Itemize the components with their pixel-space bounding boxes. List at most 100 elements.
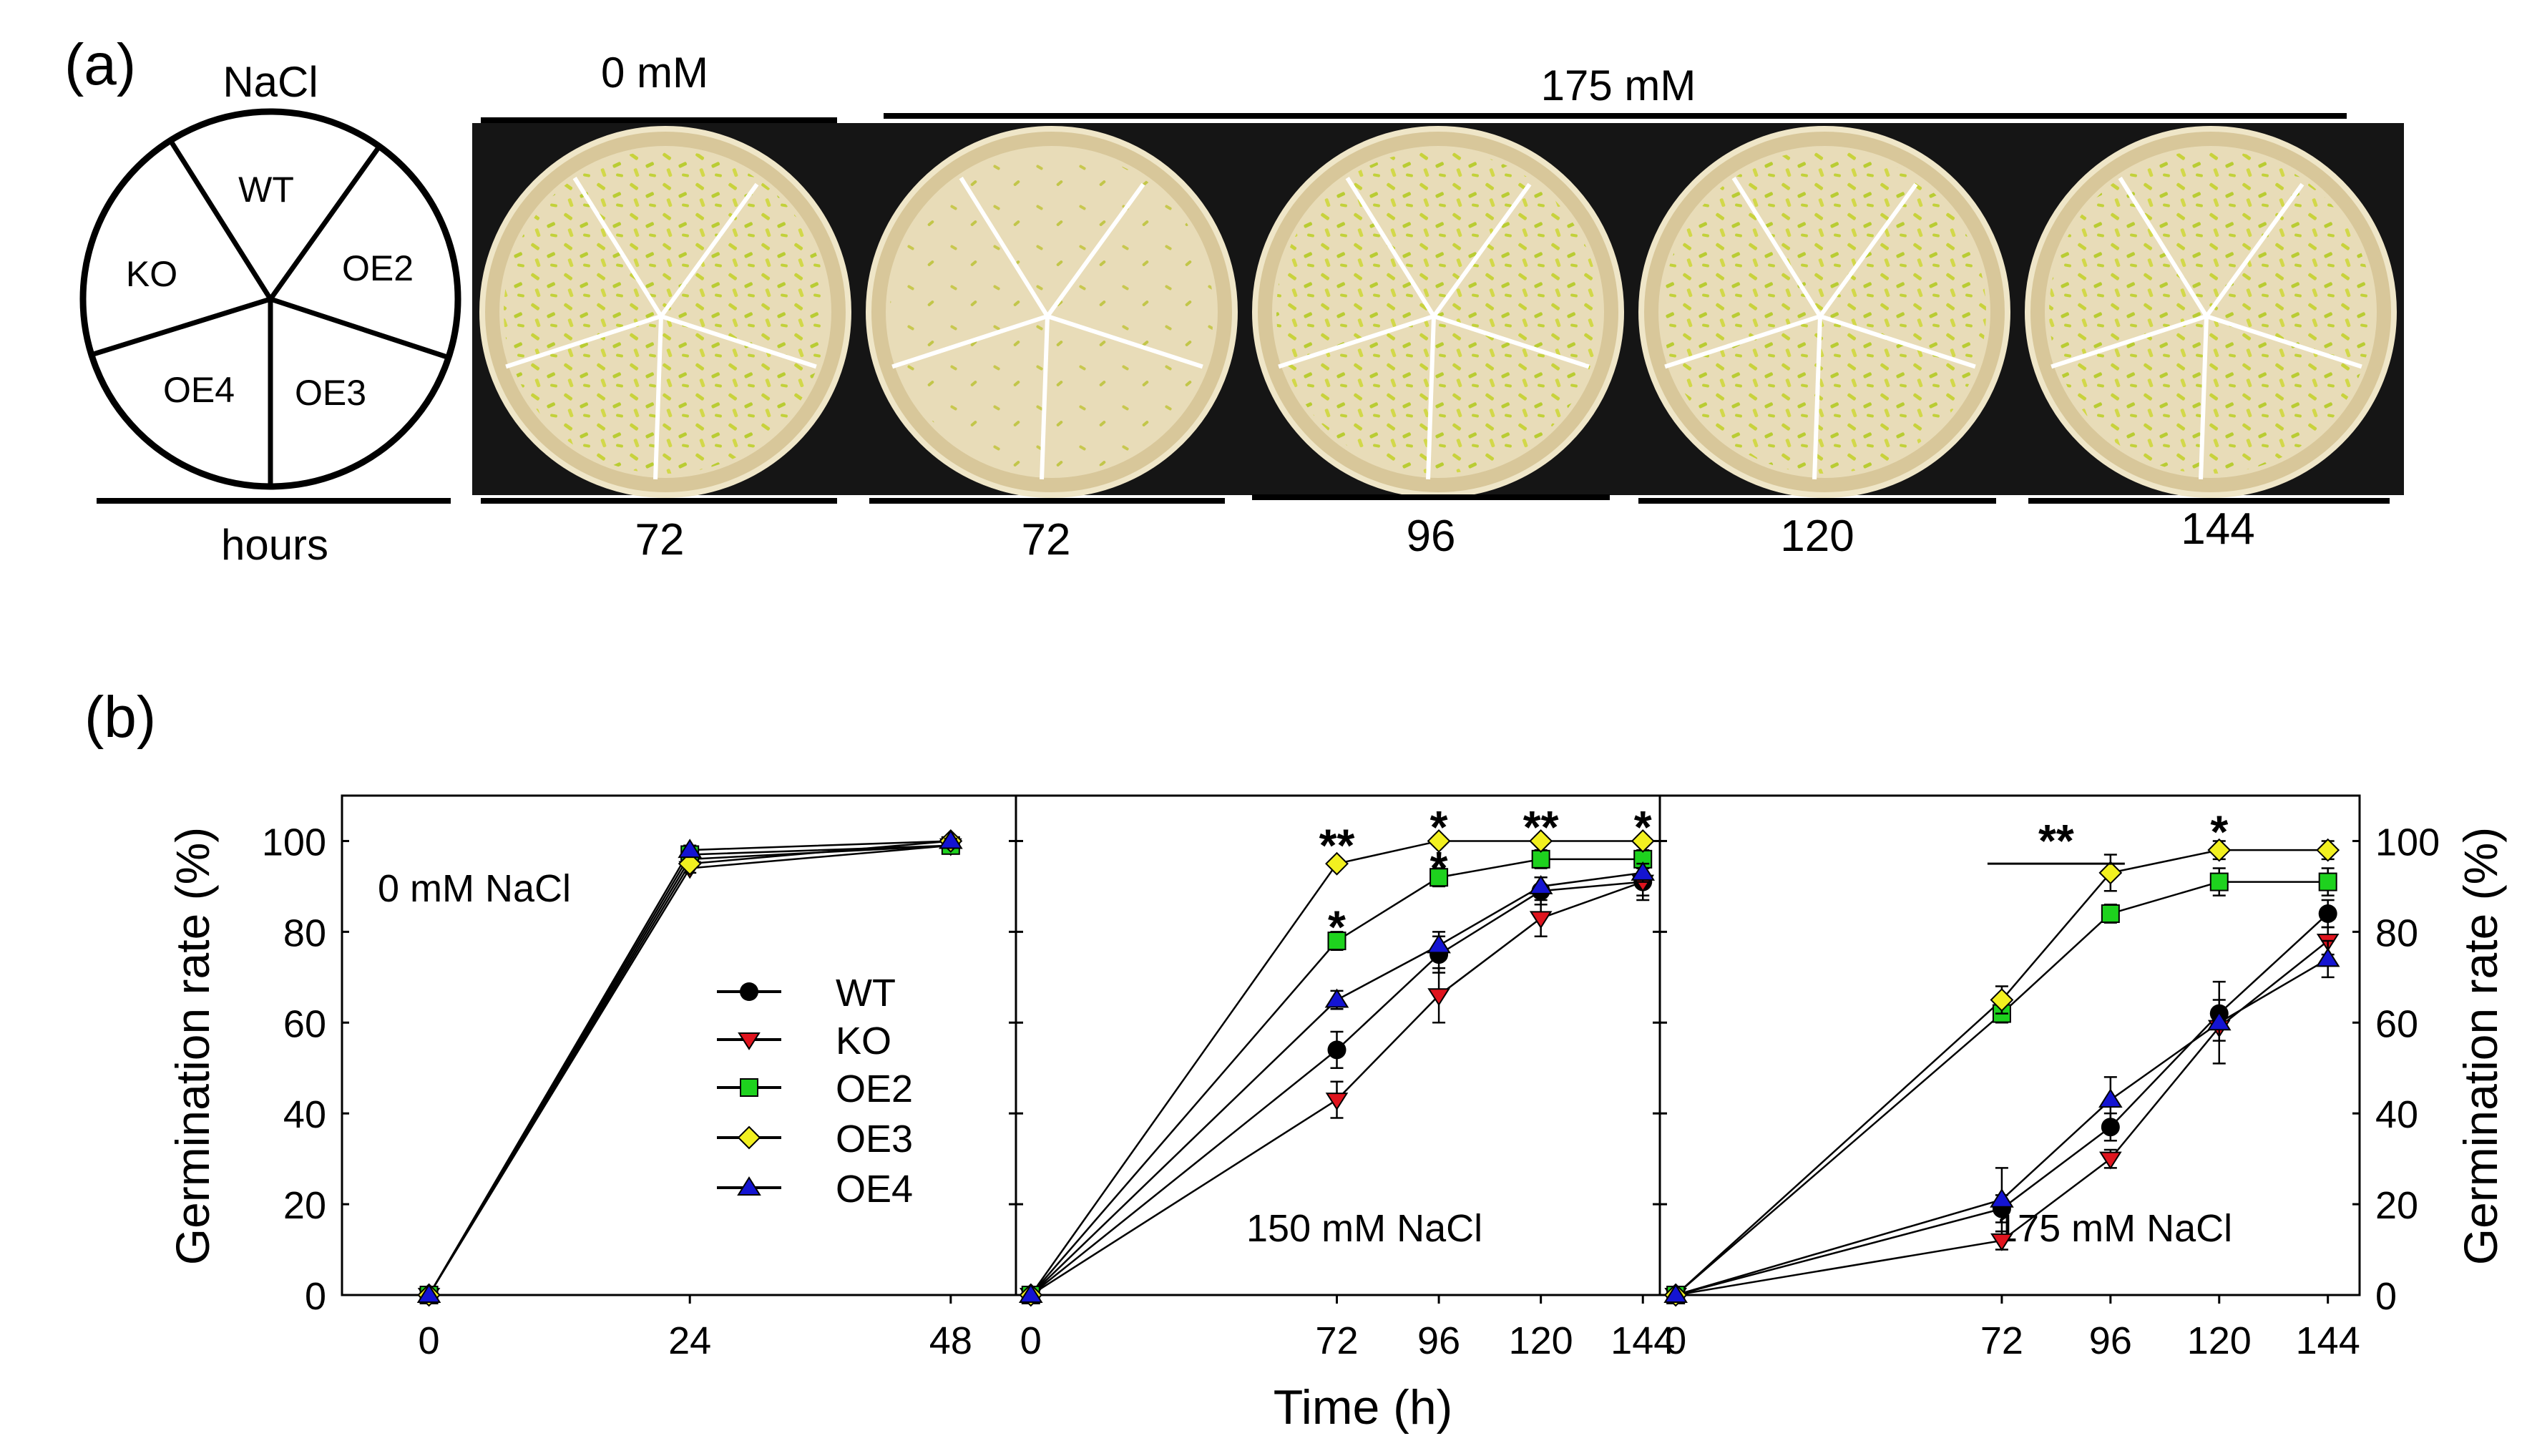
plate-photos [472, 123, 2404, 498]
marker-oe2 [1531, 849, 1550, 869]
plate-sector-line [660, 314, 817, 369]
y-tick-label: 20 [283, 1184, 326, 1227]
significance-mark: * [2210, 806, 2228, 857]
wheel-label-ko: KO [126, 254, 177, 294]
marker-oe3 [2098, 861, 2123, 885]
marker-oe2 [1429, 868, 1449, 887]
hour-label: 72 [1022, 515, 1071, 565]
x-tick-label: 120 [2187, 1319, 2252, 1362]
plate-legend-wheel: WT OE2 OE3 OE4 KO [79, 108, 461, 490]
wheel-label-oe2: OE2 [342, 248, 414, 288]
legend-label-wt: WT [836, 972, 896, 1015]
legend-marker-wt [740, 982, 758, 1001]
marker-oe4 [1018, 1284, 1043, 1303]
hour-labels: 72 72 96 120 144 [481, 494, 2390, 565]
x-tick-label: 72 [1980, 1319, 2023, 1362]
chart-legend: WT KO OE2 OE3 OE4 [717, 972, 913, 1211]
marker-oe2 [2209, 872, 2229, 891]
marker-oe3 [2316, 838, 2340, 862]
plate-sector-line [1819, 314, 1976, 369]
marker-oe3 [1990, 988, 2014, 1012]
x-tick-label: 0 [1665, 1319, 1686, 1362]
hour-label: 120 [1780, 512, 1854, 561]
marker-oe4 [939, 829, 963, 849]
marker-oe2 [1327, 932, 1346, 951]
group-label-175mm: 175 mM [1541, 62, 1696, 109]
marker-oe4 [1663, 1284, 1688, 1303]
wheel-label-wt: WT [238, 170, 294, 210]
y-tick-label: 80 [2375, 912, 2418, 954]
plate-sector-line [1040, 316, 1050, 479]
plate-photo [1245, 123, 1631, 498]
chart-title: 150 mM NaCl [1246, 1207, 1482, 1250]
marker-oe3 [1529, 829, 1553, 853]
wheel-divider [87, 296, 272, 358]
legend-label-oe4: OE4 [836, 1168, 913, 1211]
plate-sector-line [1432, 182, 1532, 318]
plate-sector-line [2118, 177, 2209, 318]
marker-oe3 [2207, 838, 2232, 862]
y-tick-label: 100 [262, 821, 326, 864]
x-tick-label: 96 [1417, 1319, 1460, 1362]
plot-frame [1658, 794, 2361, 1296]
plate-sector-line [505, 314, 662, 369]
marker-wt [2318, 904, 2337, 923]
plate-sector-line [1426, 316, 1436, 479]
y-tick-label: 60 [2375, 1002, 2418, 1045]
plate-sector-line [1731, 177, 1822, 318]
chart-panel-0: 0 20 40 60 80 100 0 24 48 0 mM NaCl [262, 794, 1017, 1362]
chart-title: 0 mM NaCl [378, 867, 571, 910]
plate-sector-line [1047, 314, 1203, 369]
significance-mark: ** [2038, 815, 2074, 866]
plate-sector-line [653, 316, 663, 479]
chart-title: 175 mM NaCl [1996, 1207, 2232, 1250]
plate-sector-line [1045, 182, 1145, 318]
marker-oe2 [2318, 872, 2337, 891]
plate-sector-line [2206, 314, 2362, 369]
plate-sector-line [1818, 182, 1918, 318]
hour-label: 72 [635, 515, 685, 565]
significance-mark: * [1634, 801, 1652, 853]
marker-oe4 [1631, 861, 1656, 881]
plate-photo [859, 123, 1245, 498]
significance-mark: * [1430, 801, 1448, 853]
marker-oe4 [2206, 1011, 2232, 1031]
marker-ko [2099, 1151, 2122, 1170]
plate-sector-line [1664, 314, 1821, 369]
marker-oe2 [2101, 904, 2120, 923]
plate-sector-line [959, 177, 1050, 318]
plate-sector-line [2199, 316, 2209, 479]
y-tick-label: 80 [283, 912, 326, 954]
legend-marker-oe3 [737, 1125, 761, 1150]
x-tick-label: 144 [1610, 1319, 1675, 1362]
hours-label: hours [221, 521, 328, 569]
y-tick-label: 40 [2375, 1093, 2418, 1136]
marker-ko [1325, 1093, 1349, 1111]
panel-b: (b) Germination rate (%) Germination rat… [84, 685, 2507, 1435]
marker-oe3 [1325, 851, 1349, 876]
x-tick-label: 72 [1315, 1319, 1358, 1362]
x-axis-label: Time (h) [1274, 1380, 1453, 1435]
plate-photo [2018, 123, 2404, 498]
charts: 0 20 40 60 80 100 0 24 48 0 mM NaCl 0 72 96 120 144 150… [262, 794, 2440, 1362]
significance-mark: * [1430, 842, 1448, 894]
x-tick-label: 144 [2296, 1319, 2360, 1362]
panel-a: (a) NaCl WT OE2 OE3 OE4 KO hours 0 mM 17… [64, 32, 2404, 569]
significance-mark: ** [1319, 819, 1355, 871]
plate-sector-line [891, 314, 1048, 369]
y-tick-label: 100 [2375, 821, 2440, 864]
y-axis-label-right: Germination rate (%) [2454, 827, 2507, 1266]
panel-a-label: (a) [64, 32, 136, 97]
x-tick-label: 120 [1509, 1319, 1573, 1362]
marker-oe4 [678, 839, 702, 859]
legend-label-ko: KO [836, 1020, 891, 1062]
marker-oe3 [678, 851, 702, 876]
x-tick-label: 0 [1020, 1319, 1042, 1362]
significance-mark: * [1328, 902, 1346, 953]
wheel-divider [269, 296, 451, 361]
plate-photo [472, 123, 859, 498]
plate-photo [1631, 123, 2018, 498]
marker-oe4 [1427, 934, 1451, 954]
x-tick-label: 24 [668, 1319, 711, 1362]
